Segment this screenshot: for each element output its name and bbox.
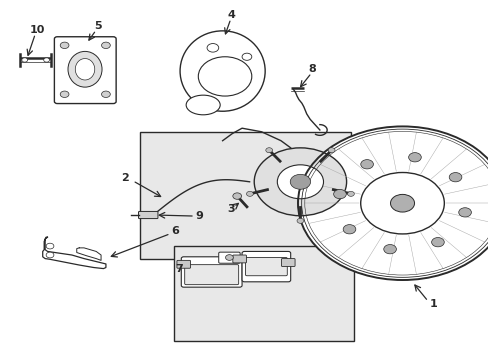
Circle shape [60, 91, 69, 98]
Text: 4: 4 [227, 10, 235, 20]
Text: 7: 7 [175, 264, 183, 274]
Circle shape [225, 255, 233, 260]
Circle shape [390, 194, 414, 212]
Circle shape [254, 148, 346, 216]
Text: 1: 1 [428, 299, 436, 309]
Circle shape [102, 91, 110, 98]
Ellipse shape [186, 95, 220, 115]
Circle shape [22, 58, 28, 62]
Circle shape [46, 243, 54, 249]
Text: 9: 9 [195, 211, 203, 221]
FancyBboxPatch shape [232, 255, 246, 263]
FancyBboxPatch shape [245, 257, 287, 276]
Circle shape [246, 192, 253, 196]
FancyBboxPatch shape [140, 132, 351, 258]
Circle shape [408, 153, 421, 162]
Circle shape [242, 53, 251, 60]
Text: 3: 3 [226, 204, 234, 214]
Circle shape [290, 174, 310, 189]
Circle shape [448, 172, 461, 182]
Circle shape [297, 126, 488, 280]
Circle shape [383, 244, 396, 254]
Circle shape [347, 192, 354, 196]
Text: 5: 5 [94, 21, 102, 31]
Circle shape [198, 57, 251, 96]
FancyBboxPatch shape [54, 37, 116, 104]
Circle shape [232, 193, 241, 199]
FancyBboxPatch shape [218, 252, 240, 263]
Circle shape [43, 58, 49, 62]
Text: 6: 6 [171, 226, 179, 236]
Text: 8: 8 [308, 64, 316, 74]
Circle shape [206, 44, 218, 52]
FancyBboxPatch shape [281, 258, 294, 266]
FancyBboxPatch shape [177, 260, 190, 268]
Circle shape [343, 225, 355, 234]
FancyBboxPatch shape [181, 257, 242, 287]
Circle shape [327, 148, 334, 153]
Ellipse shape [75, 59, 95, 80]
Ellipse shape [68, 51, 102, 87]
FancyBboxPatch shape [242, 251, 290, 282]
FancyBboxPatch shape [138, 211, 158, 219]
Circle shape [458, 208, 470, 217]
FancyBboxPatch shape [184, 265, 238, 285]
FancyBboxPatch shape [174, 246, 353, 341]
Text: 2: 2 [121, 173, 129, 183]
Circle shape [333, 189, 346, 199]
Circle shape [277, 165, 323, 199]
Circle shape [46, 252, 54, 258]
Circle shape [60, 42, 69, 49]
Circle shape [296, 218, 303, 223]
Circle shape [265, 148, 272, 153]
Text: 10: 10 [29, 25, 44, 35]
Circle shape [360, 172, 444, 234]
Circle shape [360, 159, 373, 169]
Circle shape [102, 42, 110, 49]
Ellipse shape [180, 31, 264, 111]
Circle shape [431, 238, 444, 247]
